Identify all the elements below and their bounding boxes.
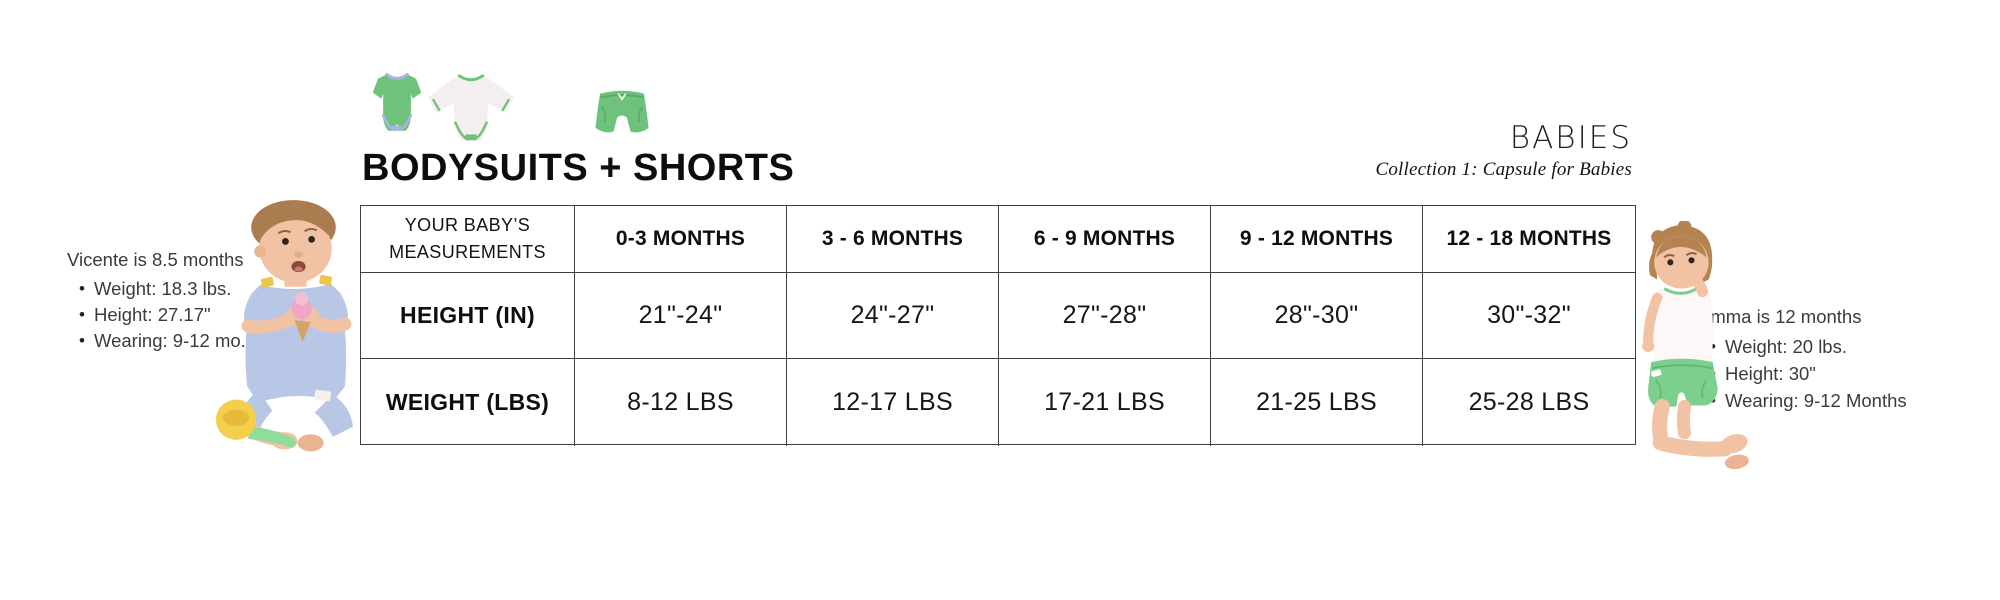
left-model-intro: Vicente is 8.5 months [67,249,244,270]
bullet-icon: • [79,331,85,350]
month-column-header: 12 - 18 MONTHS [1423,206,1635,273]
page-title: BODYSUITS + SHORTS [362,147,795,189]
left-model-height: Height: 27.17" [93,304,211,325]
height-value-cell: 21"-24" [575,273,787,359]
corner-header-cell: YOUR BABY’S MEASUREMENTS [361,206,575,273]
month-column-header: 6 - 9 MONTHS [999,206,1211,273]
weight-value-cell: 25-28 LBS [1468,388,1590,416]
left-model-weight: Weight: 18.3 lbs. [93,278,232,299]
bullet-icon: • [79,279,85,298]
bullet-icon: • [1710,337,1716,356]
short-sleeve-bodysuit-icon [372,72,422,132]
left-model-wearing: Wearing: 9-12 mo. [93,330,246,351]
height-value-cell: 30"-32" [1423,273,1635,359]
size-chart-table: YOUR BABY’S MEASUREMENTS 0-3 MONTHS 3 - … [360,205,1636,446]
weight-value-cell: 21-25 LBS [1211,359,1423,446]
weight-value-cell: 17-21 LBS [999,359,1211,446]
shorts-icon [595,90,649,133]
right-model-intro: Emma is 12 months [1698,306,1862,327]
collection-block: BABIES Collection 1: Capsule for Babies [1280,122,1632,181]
month-column-header: 9 - 12 MONTHS [1211,206,1423,273]
weight-value-cell: 12-17 LBS [787,359,999,446]
baby-photo-vicente [215,200,353,452]
height-value-cell: 28"-30" [1211,273,1423,359]
long-sleeve-bodysuit-icon [428,74,514,141]
weight-value-cell: 8-12 LBS [575,359,787,446]
left-model-bullet: • Wearing: 9-12 mo. [67,328,246,354]
corner-header-line1: YOUR BABY’S [404,215,531,235]
month-column-header: 3 - 6 MONTHS [787,206,999,273]
corner-header-line2: MEASUREMENTS [389,242,546,262]
right-model-height: Height: 30" [1724,363,1816,384]
height-value-cell: 24"-27" [787,273,999,359]
collection-name: BABIES [1509,120,1632,156]
right-model-weight: Weight: 20 lbs. [1724,336,1847,357]
height-value-cell: 27"-28" [999,273,1211,359]
left-model-bullet: • Height: 27.17" [67,302,246,328]
left-model-bullet: • Weight: 18.3 lbs. [67,276,246,302]
collection-subtitle: Collection 1: Capsule for Babies [1375,158,1632,180]
baby-photo-emma [1642,221,1749,470]
right-model-wearing: Wearing: 9-12 Months [1724,390,1907,411]
weight-row-label: WEIGHT (LBS) [361,359,575,446]
bullet-icon: • [79,305,85,324]
height-row-label: HEIGHT (IN) [361,273,575,359]
left-model-caption: Vicente is 8.5 months • Weight: 18.3 lbs… [67,247,246,354]
month-column-header: 0-3 MONTHS [575,206,787,273]
right-model-bullet: • Weight: 20 lbs. [1698,333,1907,360]
